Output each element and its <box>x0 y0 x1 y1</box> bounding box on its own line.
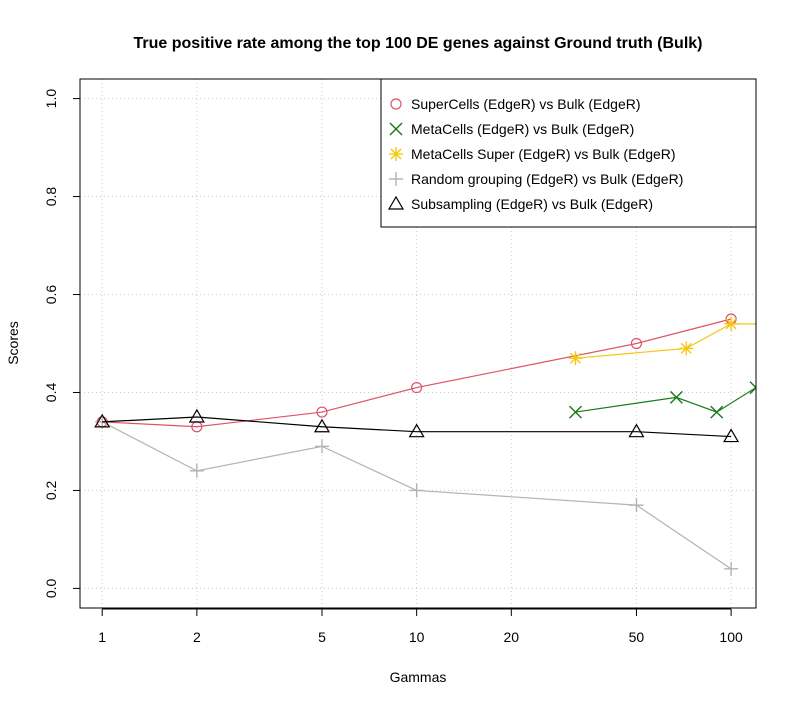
data-point <box>710 405 724 419</box>
x-tick-label: 100 <box>719 629 743 645</box>
legend-label: Subsampling (EdgeR) vs Bulk (EdgeR) <box>411 196 653 212</box>
data-point <box>316 406 328 418</box>
y-tick-label: 0.2 <box>43 481 59 501</box>
legend-marker <box>390 98 402 110</box>
legend-marker <box>389 122 403 136</box>
data-point <box>628 423 645 438</box>
y-tick-label: 0.0 <box>43 578 59 598</box>
x-axis-label: Gammas <box>390 669 447 685</box>
y-tick-label: 0.6 <box>43 285 59 305</box>
series-line <box>102 318 732 428</box>
series-line <box>101 421 732 570</box>
legend: SuperCells (EdgeR) vs Bulk (EdgeR) MetaCe… <box>380 78 757 228</box>
y-tick-label: 0.8 <box>43 187 59 207</box>
data-point <box>749 381 756 395</box>
legend-box <box>380 78 757 228</box>
chart-title: True positive rate among the top 100 DE … <box>134 35 703 52</box>
data-point <box>679 341 694 356</box>
data-point <box>313 418 331 433</box>
data-point <box>754 323 756 325</box>
y-tick-label: 0.4 <box>43 383 59 403</box>
data-point <box>723 428 740 443</box>
data-point <box>94 413 111 428</box>
data-point <box>568 405 582 419</box>
data-point <box>189 463 204 478</box>
x-tick-label: 50 <box>629 629 645 645</box>
legend-label: MetaCells Super (EdgeR) vs Bulk (EdgeR) <box>411 146 676 162</box>
legend-label: MetaCells (EdgeR) vs Bulk (EdgeR) <box>411 121 634 137</box>
data-point <box>724 316 739 331</box>
axes: 1 2 5 10 20 50 100 0.0 0.2 0.4 0.6 0.8 1.0 <box>43 89 743 645</box>
data-point <box>408 423 425 438</box>
legend-label: SuperCells (EdgeR) vs Bulk (EdgeR) <box>411 96 641 112</box>
legend-label: Random grouping (EdgeR) vs Bulk (EdgeR) <box>411 171 683 187</box>
x-tick-label: 2 <box>193 629 201 645</box>
data-point <box>669 390 683 404</box>
series-line <box>575 323 756 359</box>
legend-marker <box>387 195 405 210</box>
x-tick-label: 1 <box>98 629 106 645</box>
series-line <box>575 387 756 413</box>
data-point <box>568 351 583 366</box>
data-point <box>411 381 423 394</box>
legend-marker <box>389 147 403 161</box>
data-point <box>409 483 424 498</box>
x-tick-label: 20 <box>504 629 520 645</box>
x-tick-label: 5 <box>318 629 326 645</box>
y-axis-label: Scores <box>5 321 21 365</box>
data-point <box>724 561 739 576</box>
legend-marker <box>389 172 403 186</box>
data-point <box>629 498 644 513</box>
x-tick-label: 10 <box>409 629 425 645</box>
series-line <box>102 416 732 438</box>
data-point <box>630 337 643 350</box>
y-tick-label: 1.0 <box>43 89 59 109</box>
data-point <box>188 408 205 423</box>
data-point <box>314 439 329 454</box>
series-group <box>94 313 756 576</box>
